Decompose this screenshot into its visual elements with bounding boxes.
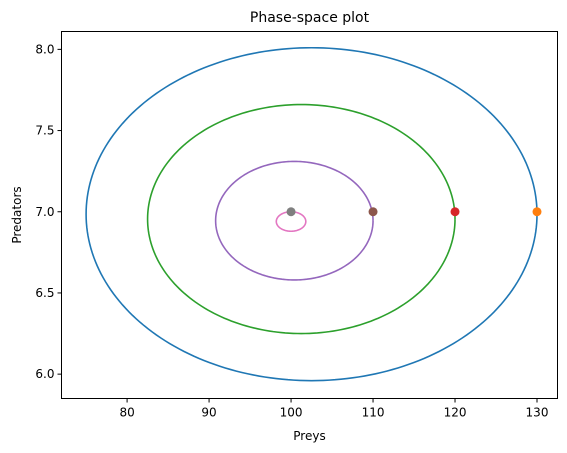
start-point-2 (450, 207, 460, 217)
x-tick-label: 90 (201, 406, 216, 420)
axes-frame (61, 31, 558, 399)
orbit-curve-4 (275, 210, 307, 233)
x-axis-label: Preys (293, 429, 325, 443)
y-tick-label: 8.0 (35, 42, 54, 56)
start-point-1 (532, 207, 542, 217)
orbit-curve-3 (214, 160, 374, 281)
x-tick-label: 100 (280, 406, 303, 420)
x-tick-label: 130 (526, 406, 549, 420)
y-axis-label: Predators (10, 186, 24, 243)
y-tick-label: 6.5 (35, 286, 54, 300)
y-tick-label: 6.0 (35, 367, 54, 381)
x-tick-label: 80 (119, 406, 134, 420)
x-axis-ticks: 80 90 100 110 120 130 (119, 398, 549, 420)
orbit-curve-1 (85, 46, 538, 382)
start-point-4 (286, 207, 296, 217)
plot-area (61, 31, 558, 399)
orbit-curves (85, 46, 538, 382)
y-tick-label: 7.0 (35, 205, 54, 219)
start-points (286, 207, 542, 217)
start-point-3 (368, 207, 378, 217)
y-axis-ticks: 6.0 6.5 7.0 7.5 8.0 (35, 42, 62, 381)
x-tick-label: 120 (444, 406, 467, 420)
y-tick-label: 7.5 (35, 124, 54, 138)
orbit-curve-2 (146, 103, 456, 335)
x-tick-label: 110 (362, 406, 385, 420)
chart-title: Phase-space plot (250, 10, 370, 26)
